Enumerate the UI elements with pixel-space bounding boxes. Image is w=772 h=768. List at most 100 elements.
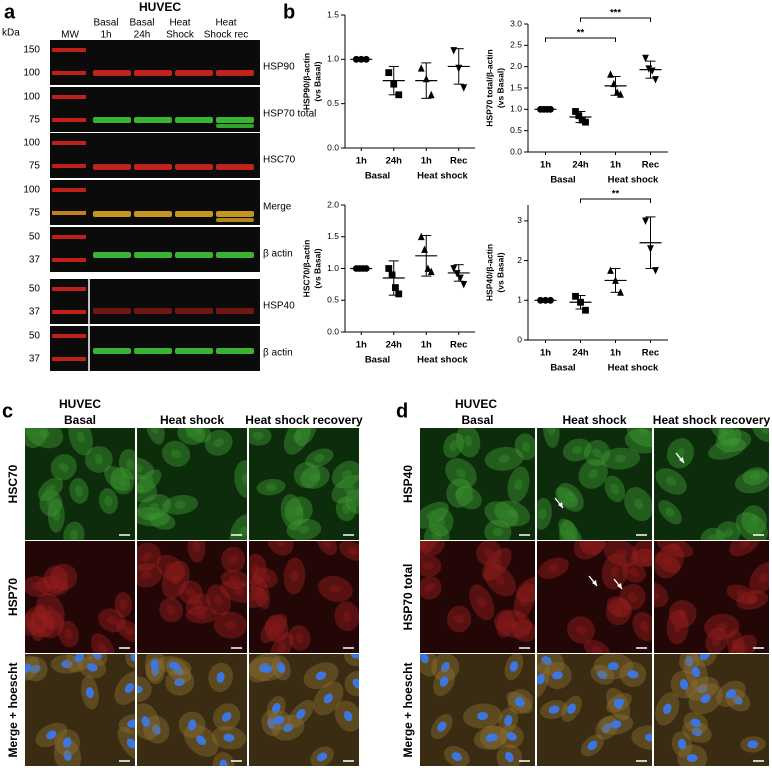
- nucleus: [61, 660, 73, 669]
- cells: [537, 428, 652, 540]
- nucleus: [277, 642, 287, 653]
- ladder-band: [52, 48, 86, 52]
- nucleus: [185, 588, 196, 597]
- band-label: β actin: [263, 348, 293, 359]
- cells: [249, 541, 359, 653]
- data-point: [577, 298, 584, 306]
- y-tick-label: 1: [517, 295, 522, 305]
- x-tick-label: 24h: [386, 156, 403, 167]
- nucleus: [519, 626, 530, 636]
- cells: [538, 541, 652, 653]
- x-tick-label: Rec: [450, 340, 467, 351]
- y-tick-label: 1.0: [327, 54, 339, 64]
- nucleus: [76, 431, 85, 443]
- nucleus: [137, 483, 145, 493]
- nucleus: [455, 487, 464, 499]
- group-label: Basal: [550, 363, 575, 374]
- row-label: HSP70: [6, 578, 20, 616]
- y-tick-label: 0.5: [327, 98, 339, 108]
- significance-bracket: [580, 17, 651, 22]
- band: [93, 252, 131, 258]
- nucleus: [722, 528, 734, 538]
- x-tick-label: 1h: [540, 160, 551, 171]
- data-point: [427, 267, 435, 276]
- panel-letter: a: [4, 1, 16, 23]
- nucleus: [738, 644, 748, 653]
- x-tick-label: 1h: [356, 156, 367, 167]
- nucleus: [498, 454, 510, 463]
- nucleus: [665, 507, 675, 518]
- row-label: HSP40: [401, 465, 415, 503]
- nucleus: [144, 476, 154, 487]
- nucleus: [477, 597, 487, 608]
- nucleus: [691, 666, 701, 678]
- ladder-band: [52, 95, 86, 99]
- data-point: [607, 266, 614, 274]
- cells: [25, 428, 135, 540]
- nucleus: [587, 740, 598, 751]
- x-tick-label: 1h: [610, 348, 621, 359]
- band: [93, 164, 131, 170]
- nucleus: [716, 622, 728, 631]
- data-point: [607, 70, 614, 78]
- band: [175, 70, 213, 76]
- data-point: [460, 84, 468, 92]
- nucleus: [602, 722, 612, 733]
- data-point: [645, 65, 653, 73]
- nucleus: [98, 643, 108, 653]
- data-point: [647, 245, 654, 253]
- lane-label: 1h: [100, 30, 111, 41]
- nucleus: [31, 582, 43, 591]
- marker-label: 50: [29, 284, 41, 295]
- data-point: [575, 112, 583, 120]
- cells: [137, 428, 247, 540]
- nucleus: [552, 671, 563, 680]
- x-tick-label: 1h: [610, 160, 621, 171]
- nucleus: [214, 594, 223, 606]
- data-point: [610, 79, 618, 88]
- nucleus: [317, 752, 328, 762]
- band: [175, 164, 213, 170]
- nucleus: [597, 670, 608, 680]
- y-tick-label: 1.5: [327, 231, 339, 241]
- nucleus: [504, 715, 513, 726]
- nucleus: [74, 485, 84, 497]
- y-axis-label: HSP70 total/β-actin: [484, 49, 494, 126]
- lane-label: MW: [61, 30, 79, 41]
- nucleus: [610, 483, 620, 495]
- group-label: Heat shock: [608, 175, 659, 186]
- nucleus: [440, 662, 450, 673]
- data-point: [417, 232, 425, 241]
- nucleus: [293, 431, 302, 442]
- blot-strip: [50, 227, 260, 272]
- nucleus: [141, 552, 152, 562]
- blot-strip: [50, 279, 260, 324]
- significance-label: **: [612, 189, 620, 200]
- x-tick-label: Rec: [450, 156, 467, 167]
- significance-label: ***: [610, 8, 621, 19]
- nucleus: [166, 604, 176, 616]
- nucleus: [691, 727, 703, 737]
- y-axis-label: (vs Basal): [495, 68, 505, 108]
- nucleus: [528, 584, 535, 594]
- nucleus: [613, 698, 625, 708]
- significance-bracket: [545, 37, 616, 42]
- ladder-band: [52, 357, 86, 361]
- data-point: [450, 265, 458, 273]
- band: [216, 70, 254, 76]
- nucleus: [724, 431, 735, 442]
- y-axis-label: HSP40/β-actin: [484, 244, 494, 301]
- nucleus: [437, 516, 446, 528]
- nucleus: [298, 525, 310, 534]
- nucleus: [30, 664, 41, 674]
- cells: [137, 541, 247, 639]
- group-label: Heat shock: [417, 355, 468, 366]
- ladder-band: [52, 287, 86, 291]
- band: [216, 348, 254, 354]
- data-point: [612, 276, 619, 284]
- nucleus: [758, 572, 768, 583]
- marker-label: 100: [23, 185, 40, 196]
- nucleus: [564, 530, 573, 540]
- marker-label: 100: [23, 68, 40, 79]
- data-point: [395, 290, 403, 298]
